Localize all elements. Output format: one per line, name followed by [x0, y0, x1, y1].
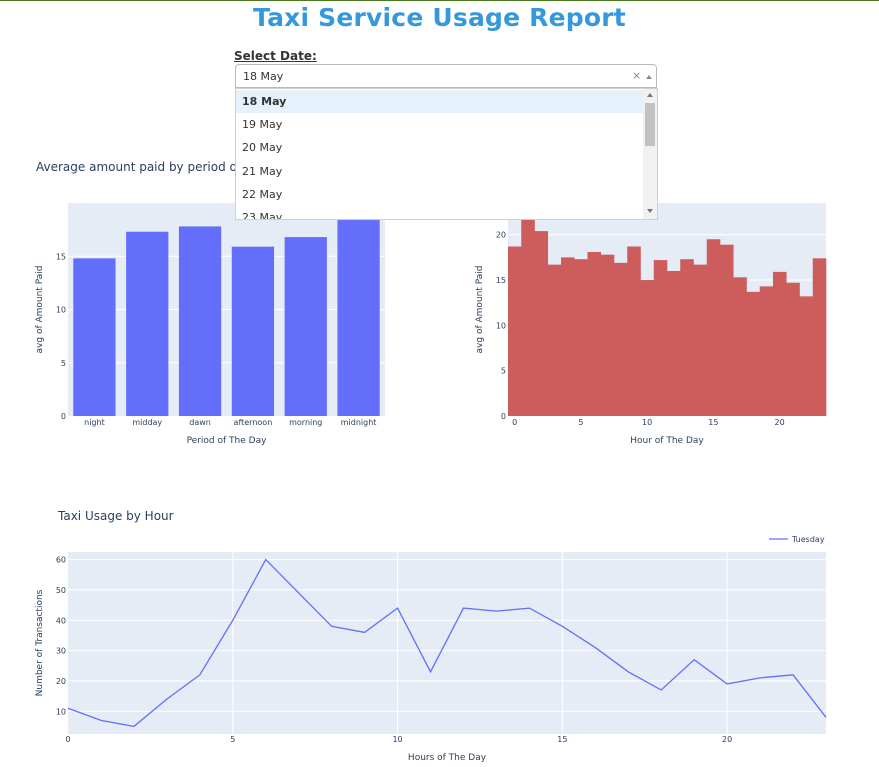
chart3-x-tick: 20	[722, 735, 732, 744]
chart2-bar	[653, 260, 668, 416]
chart3-series-line	[67, 558, 827, 728]
chart2-bar	[799, 296, 814, 416]
chart2-bar	[640, 280, 655, 416]
chart1-y-tick: 15	[56, 252, 66, 261]
chart1-x-tick: midday	[132, 418, 162, 427]
chart1-bar	[231, 246, 275, 416]
chart1-title: Average amount paid by period of the d	[36, 160, 277, 174]
chart1-bar	[73, 258, 116, 416]
chart2-bar	[534, 231, 549, 416]
chart3-x-tick: 10	[392, 735, 402, 744]
chart1-x-axis-label: Period of The Day	[187, 436, 268, 446]
scroll-down-icon[interactable]	[647, 209, 653, 213]
chart2-x-tick: 15	[708, 418, 718, 427]
chart2-plot-area	[508, 203, 826, 416]
dropdown-option[interactable]: 22 May	[242, 188, 283, 201]
chart2-x-tick: 20	[775, 418, 785, 427]
chart2-y-tick: 10	[496, 321, 506, 330]
chart2-bar	[561, 257, 575, 416]
chart2-bar	[773, 271, 787, 416]
chart2-bar	[614, 262, 628, 416]
chart2-bar	[746, 291, 761, 416]
chart1-bar	[337, 220, 380, 416]
chart1-y-tick: 5	[61, 359, 66, 368]
chart3-plot-area	[68, 552, 826, 734]
chart2-y-tick: 0	[501, 412, 506, 421]
date-dropdown[interactable]: 18 May ×	[235, 64, 657, 88]
chart3-y-tick: 30	[56, 647, 66, 656]
chart2-bar	[547, 264, 562, 416]
chart1-y-axis-label: avg of Amount Paid	[35, 266, 45, 354]
chart1-y-tick: 0	[61, 412, 66, 421]
dropdown-menu: 18 May 19 May 20 May 21 May 22 May 23 Ma…	[235, 88, 658, 220]
chart2-x-tick: 0	[512, 418, 517, 427]
clear-icon[interactable]: ×	[632, 69, 642, 82]
chart2-bar	[720, 244, 734, 416]
chart1-bar	[126, 231, 169, 416]
chart2-bar	[600, 254, 615, 416]
chart1-bar	[284, 237, 327, 416]
chart3-legend-label: Tuesday	[791, 535, 825, 544]
chart1-x-tick: night	[84, 418, 105, 427]
chart2-bar	[587, 251, 602, 416]
chart2-bar	[680, 259, 694, 416]
select-date-label: Select Date:	[234, 49, 317, 63]
scroll-up-icon[interactable]	[647, 93, 653, 97]
chart2-x-tick: 5	[578, 418, 583, 427]
dropdown-option[interactable]: 20 May	[242, 141, 283, 154]
chart2-y-tick: 20	[496, 231, 506, 240]
dropdown-scrollbar[interactable]	[643, 89, 657, 219]
chart2-bar	[508, 246, 522, 416]
chart3-x-tick: 5	[230, 735, 235, 744]
page-title: Taxi Service Usage Report	[253, 3, 626, 32]
chart2-y-tick: 5	[501, 367, 506, 376]
chart1-x-tick: dawn	[189, 418, 211, 427]
dropdown-option[interactable]: 23 May	[242, 211, 283, 220]
chart3-y-tick: 10	[56, 707, 66, 716]
chart3-x-tick: 0	[65, 735, 70, 744]
dropdown-option[interactable]: 19 May	[242, 118, 283, 131]
chart3-y-tick: 50	[56, 586, 66, 595]
chart2-bar	[693, 264, 708, 416]
chart2-bar	[627, 246, 641, 416]
chart2-x-axis-label: Hour of The Day	[630, 436, 704, 446]
chart2-bar	[733, 277, 747, 416]
chart3-title: Taxi Usage by Hour	[58, 509, 174, 523]
dropdown-option[interactable]: 21 May	[242, 165, 283, 178]
chart2-bar	[521, 218, 535, 416]
chart2-y-tick: 15	[496, 276, 506, 285]
chart3-x-axis-label: Hours of The Day	[408, 753, 487, 763]
chart1-y-tick: 10	[56, 306, 66, 315]
chart3-x-tick: 15	[557, 735, 567, 744]
chart3-y-tick: 60	[56, 556, 66, 565]
scrollbar-thumb[interactable]	[645, 103, 655, 146]
chart1-x-tick: morning	[289, 418, 322, 427]
chart3-y-axis-label: Number of Transactions	[35, 589, 45, 696]
chart1-plot-area	[68, 203, 385, 416]
chart2-bar	[706, 239, 721, 416]
chart2-bar	[759, 286, 774, 416]
chart3-y-tick: 40	[56, 616, 66, 625]
caret-up-icon[interactable]	[646, 75, 652, 79]
chart1-bar	[178, 226, 222, 416]
chart2-bar	[786, 282, 800, 416]
dropdown-selected-value: 18 May	[243, 70, 284, 83]
chart2-x-tick: 10	[642, 418, 652, 427]
chart2-y-axis-label: avg of Amount Paid	[475, 266, 485, 354]
chart1-x-tick: afternoon	[234, 418, 273, 427]
chart3-y-tick: 20	[56, 677, 66, 686]
chart1-x-tick: midnight	[341, 418, 377, 427]
chart2-bar	[574, 259, 588, 416]
chart2-bar	[812, 258, 827, 416]
dropdown-option[interactable]: 18 May	[236, 90, 644, 113]
chart2-bar	[667, 270, 681, 416]
top-border	[0, 0, 879, 1]
